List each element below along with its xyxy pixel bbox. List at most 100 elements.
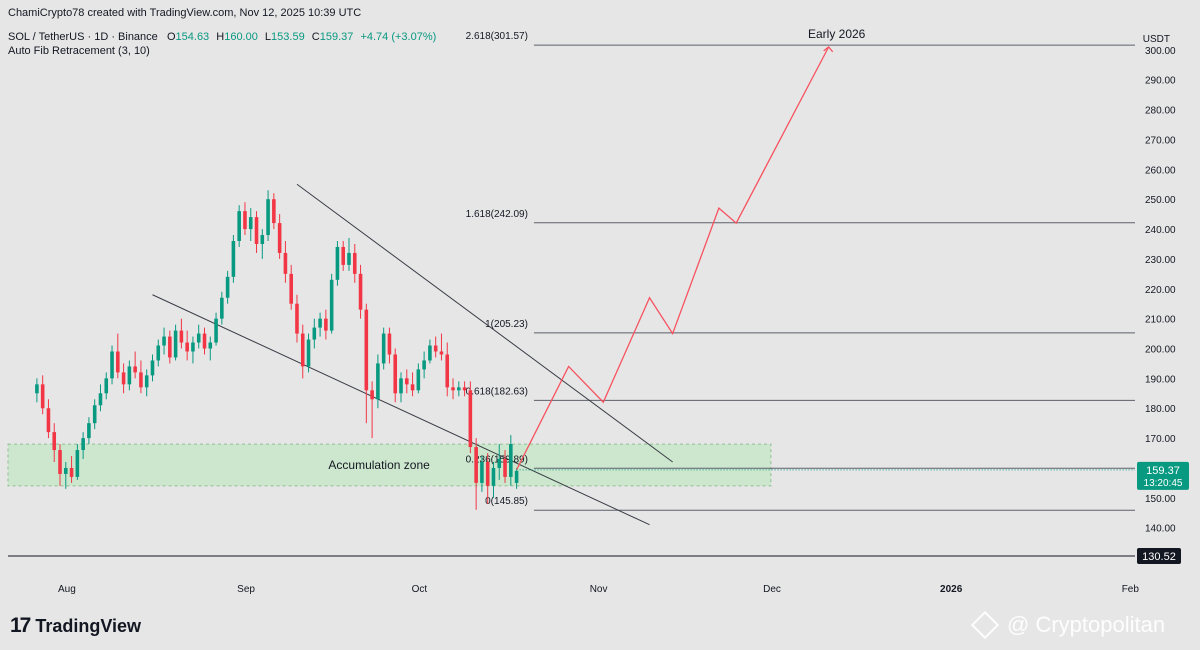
candle — [98, 384, 103, 412]
fib-label-3: 0.618(182.63) — [466, 386, 528, 397]
fib-label-2: 1(205.23) — [485, 319, 528, 330]
candle — [179, 318, 184, 349]
candle — [185, 330, 189, 361]
candle-body — [474, 447, 478, 483]
candle-body — [81, 438, 85, 451]
candle-body — [272, 199, 276, 224]
candle — [474, 438, 478, 510]
candle-body — [75, 450, 80, 477]
accumulation-zone-label: Accumulation zone — [328, 458, 430, 472]
candle — [277, 214, 282, 259]
candle — [75, 444, 80, 480]
y-tick-label: 270.00 — [1145, 135, 1176, 146]
candle-body — [179, 330, 184, 343]
candle-body — [35, 384, 39, 394]
candle-body — [58, 450, 62, 474]
candle — [58, 444, 62, 486]
candle-body — [69, 467, 74, 477]
candle-body — [139, 372, 143, 388]
candle — [428, 339, 432, 364]
candle-body — [168, 336, 172, 358]
candle — [87, 417, 91, 445]
candle-body — [237, 211, 241, 241]
candle — [202, 327, 207, 355]
candle-body — [277, 223, 282, 253]
symbol-name[interactable]: SOL / TetherUS · 1D · Binance — [8, 31, 158, 43]
candle-body — [92, 405, 97, 424]
candle — [116, 333, 120, 379]
candle-body — [116, 351, 120, 373]
candle — [462, 381, 467, 397]
candle-body — [104, 378, 109, 394]
candle — [92, 399, 97, 430]
y-tick-label: 170.00 — [1145, 434, 1176, 445]
candle-body — [358, 273, 363, 310]
candle-body — [289, 273, 293, 304]
diamond-icon — [970, 610, 1000, 640]
candle-body — [364, 309, 369, 391]
candle — [104, 372, 109, 400]
wedge-upper-line — [296, 183, 673, 463]
indicator-label[interactable]: Auto Fib Retracement (3, 10) — [8, 45, 150, 57]
candle — [497, 444, 502, 480]
candle-body — [260, 235, 265, 244]
time-axis: Aug Sep Oct Nov Dec 2026 Feb — [58, 584, 1139, 595]
accumulation-zone-rect — [7, 443, 772, 487]
projection: Early 2026 — [516, 27, 866, 471]
candle-body — [410, 384, 415, 391]
candle — [352, 243, 357, 283]
y-tick-label: 150.00 — [1145, 494, 1176, 505]
high-value: 160.00 — [224, 31, 258, 43]
x-tick-label: Aug — [58, 584, 76, 595]
candle-body — [468, 390, 473, 448]
candle-body — [87, 423, 91, 439]
candle-body — [393, 354, 398, 394]
y-tick-label: 180.00 — [1145, 404, 1176, 415]
candle — [69, 456, 74, 483]
fib-label-0: 2.618(301.57) — [466, 31, 528, 42]
candle — [35, 378, 39, 403]
candle-body — [185, 342, 189, 352]
candle — [480, 456, 484, 492]
projection-arrowhead — [823, 45, 834, 53]
candle — [168, 330, 172, 364]
accumulation-zone: Accumulation zone — [7, 443, 772, 487]
candle — [127, 360, 132, 391]
candle-body — [329, 279, 334, 331]
candle-body — [439, 351, 444, 355]
y-tick-label: 220.00 — [1145, 285, 1176, 296]
candle-body — [480, 461, 484, 483]
projection-label: Early 2026 — [808, 27, 866, 41]
candle — [283, 240, 288, 283]
candle-body — [381, 333, 386, 364]
x-tick-label: Nov — [590, 584, 608, 595]
candle-body — [98, 393, 103, 406]
candle-body — [52, 432, 57, 451]
candle-body — [283, 252, 288, 274]
wedge-lower-line — [152, 294, 650, 526]
chart-attribution: ChamiCrypto78 created with TradingView.c… — [8, 7, 362, 19]
y-tick-label: 230.00 — [1145, 255, 1176, 266]
low-value: 153.59 — [271, 31, 305, 43]
candle-body — [173, 330, 178, 358]
last-price-tag — [1137, 461, 1189, 490]
bottom-price-label: 130.52 — [1142, 551, 1176, 563]
candle — [150, 354, 155, 382]
candle-body — [485, 461, 490, 486]
candle-body — [347, 252, 351, 265]
candle-body — [376, 363, 380, 400]
candle — [457, 381, 461, 397]
candle — [208, 336, 213, 361]
close-value: 159.37 — [319, 31, 354, 43]
candle — [133, 351, 137, 379]
tradingview-logo[interactable]: 17 TradingView — [10, 614, 141, 638]
candle-body — [254, 217, 259, 244]
candle — [491, 461, 496, 498]
wedge-lines — [152, 183, 673, 526]
candle-body — [462, 387, 467, 391]
y-tick-label: 200.00 — [1145, 345, 1176, 356]
watermark: @ Cryptopolitan — [970, 610, 1165, 640]
y-tick-label: 260.00 — [1145, 165, 1176, 176]
candle — [399, 372, 403, 403]
